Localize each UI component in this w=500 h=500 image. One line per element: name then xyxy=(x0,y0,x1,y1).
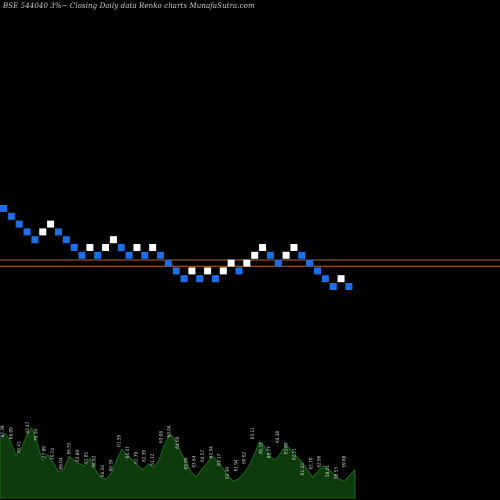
volume-label: 61.94 xyxy=(233,459,238,471)
volume-label: 58.92 xyxy=(92,455,97,467)
volume-label: 62.39 xyxy=(142,450,147,462)
renko-brick xyxy=(102,244,110,251)
renko-brick xyxy=(259,244,267,251)
volume-label: 64.38 xyxy=(275,431,280,443)
renko-brick xyxy=(31,236,39,244)
volume-label: 60.62 xyxy=(242,451,247,463)
renko-brick xyxy=(196,275,204,283)
volume-label: 79.39 xyxy=(33,429,38,441)
renko-brick xyxy=(227,259,235,267)
renko-brick xyxy=(141,251,149,259)
volume-label: 61.79 xyxy=(133,451,138,463)
renko-brick xyxy=(0,205,7,212)
renko-brick xyxy=(62,236,70,244)
volume-label: 60.34 xyxy=(100,465,105,477)
renko-brick xyxy=(329,283,337,290)
volume-area xyxy=(0,427,356,499)
renko-bricks xyxy=(0,205,353,290)
renko-brick xyxy=(117,244,125,251)
volume-label: 62.96 xyxy=(317,455,322,467)
volume-label: 70.31 xyxy=(258,442,263,454)
renko-brick xyxy=(149,244,157,251)
renko-brick xyxy=(180,275,188,283)
volume-area-fill xyxy=(0,427,356,499)
volume-label: 69.77 xyxy=(267,446,272,458)
volume-label: 76.74 xyxy=(50,448,55,460)
volume-label: 61.72 xyxy=(150,453,155,465)
volume-label: 77.89 xyxy=(42,446,47,458)
volume-label: 66.55 xyxy=(67,442,72,454)
renko-brick xyxy=(157,251,164,259)
renko-brick xyxy=(298,251,306,259)
renko-brick xyxy=(290,244,298,251)
renko-brick xyxy=(251,251,259,259)
renko-brick xyxy=(314,267,321,275)
volume-label: 63.08 xyxy=(158,431,163,443)
volume-label: 62.54 xyxy=(208,446,213,458)
renko-brick xyxy=(54,228,62,236)
volume-label: 61.59 xyxy=(117,434,122,446)
volume-label: 63.17 xyxy=(217,453,222,465)
renko-brick xyxy=(15,220,23,228)
renko-brick xyxy=(47,220,55,228)
volume-label: 63.11 xyxy=(250,427,255,439)
renko-brick xyxy=(274,259,282,267)
volume-label: 63.39 xyxy=(225,467,230,479)
volume-label: 62.70 xyxy=(308,457,313,469)
volume-label: 63.96 xyxy=(183,457,188,469)
volume-label: 63.89 xyxy=(75,450,80,462)
volume-label: 63.64 xyxy=(192,455,197,467)
renko-brick xyxy=(345,283,353,290)
renko-brick xyxy=(282,251,290,259)
volume-label: 68.09 xyxy=(8,427,13,439)
renko-brick xyxy=(164,259,172,267)
renko-brick xyxy=(235,267,243,275)
volume-label: 64.69 xyxy=(175,436,180,448)
volume-label: 92.39 xyxy=(0,425,5,437)
renko-brick xyxy=(109,236,117,244)
chart-title: BSE 544040 3%~ Closing Daily data Renko … xyxy=(3,2,255,10)
renko-brick xyxy=(321,275,329,283)
renko-brick xyxy=(133,244,141,251)
volume-label: 79.41 xyxy=(17,441,22,453)
renko-brick xyxy=(39,228,47,236)
volume-label: 62.51 xyxy=(292,448,297,460)
renko-brick xyxy=(23,228,31,236)
renko-brick xyxy=(337,275,345,283)
renko-brick xyxy=(94,251,102,259)
volume-label: 64.57 xyxy=(200,450,205,462)
renko-brick xyxy=(188,267,196,275)
volume-label: 58.53 xyxy=(333,467,338,479)
renko-brick xyxy=(78,251,86,259)
volume-label: 82.47 xyxy=(25,421,30,433)
volume-label: 63.09 xyxy=(283,442,288,454)
renko-brick xyxy=(125,251,133,259)
renko-brick xyxy=(306,259,314,267)
renko-brick xyxy=(172,267,180,275)
volume-label: 59.88 xyxy=(342,455,347,467)
volume-label: 61.81 xyxy=(83,451,88,463)
volume-label: 61.43 xyxy=(300,463,305,475)
volume-label: 61.47 xyxy=(125,446,130,458)
renko-brick xyxy=(204,267,212,275)
renko-brick xyxy=(219,267,227,275)
volume-label: 58.41 xyxy=(325,465,330,477)
renko-brick xyxy=(243,259,251,267)
renko-brick xyxy=(70,244,78,251)
volume-label: 63.04 xyxy=(167,425,172,437)
volume-label: 69.04 xyxy=(58,457,63,469)
renko-brick xyxy=(86,244,94,251)
volume-label: 60.59 xyxy=(108,459,113,471)
renko-brick xyxy=(211,275,219,283)
renko-brick xyxy=(266,251,274,259)
renko-brick xyxy=(7,212,15,220)
